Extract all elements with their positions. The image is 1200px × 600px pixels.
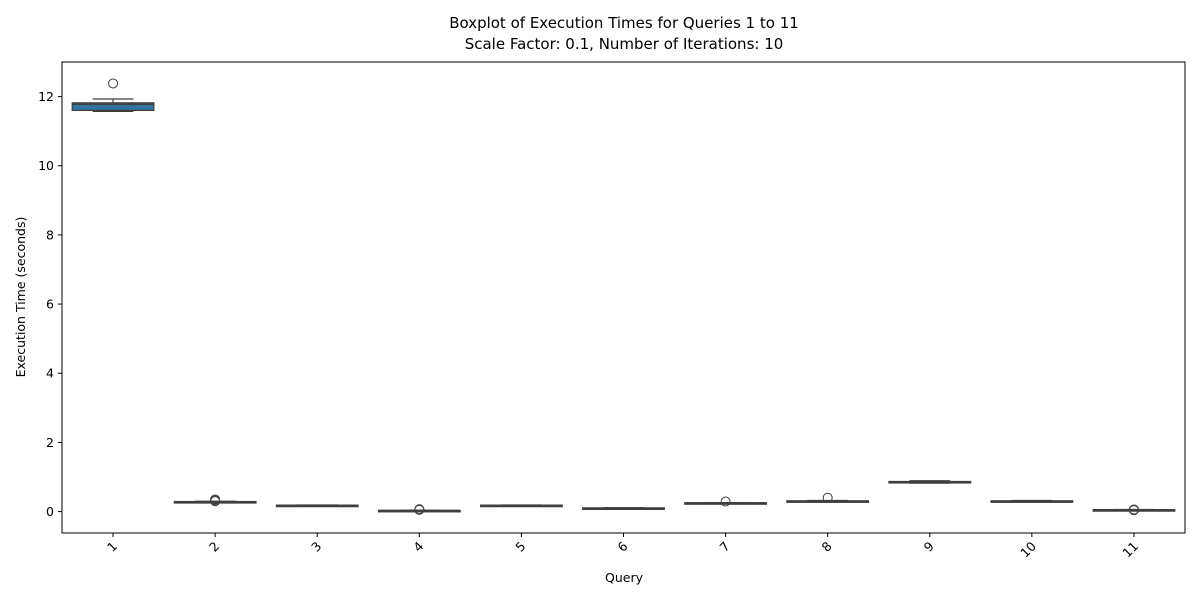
y-axis-label: Execution Time (seconds) — [13, 217, 28, 378]
y-tick-label: 2 — [46, 435, 54, 450]
y-tick-label: 4 — [46, 366, 54, 381]
y-tick-label: 0 — [46, 504, 54, 519]
outlier-point — [720, 496, 731, 507]
axes-frame — [61, 61, 1186, 534]
y-tick-label: 6 — [46, 297, 54, 312]
outlier-point — [108, 78, 119, 89]
chart-title-line-1: Boxplot of Execution Times for Queries 1… — [449, 14, 799, 32]
y-tick-label: 12 — [38, 89, 54, 104]
chart-title-line-2: Scale Factor: 0.1, Number of Iterations:… — [465, 35, 784, 53]
outlier-point — [414, 504, 425, 515]
y-tick-label: 10 — [38, 158, 54, 173]
box-iqr — [71, 102, 155, 112]
x-axis-label: Query — [605, 570, 644, 585]
outlier-point — [822, 492, 833, 503]
y-tick-label: 8 — [46, 227, 54, 242]
outlier-point — [210, 496, 221, 507]
outlier-point — [1128, 505, 1139, 516]
